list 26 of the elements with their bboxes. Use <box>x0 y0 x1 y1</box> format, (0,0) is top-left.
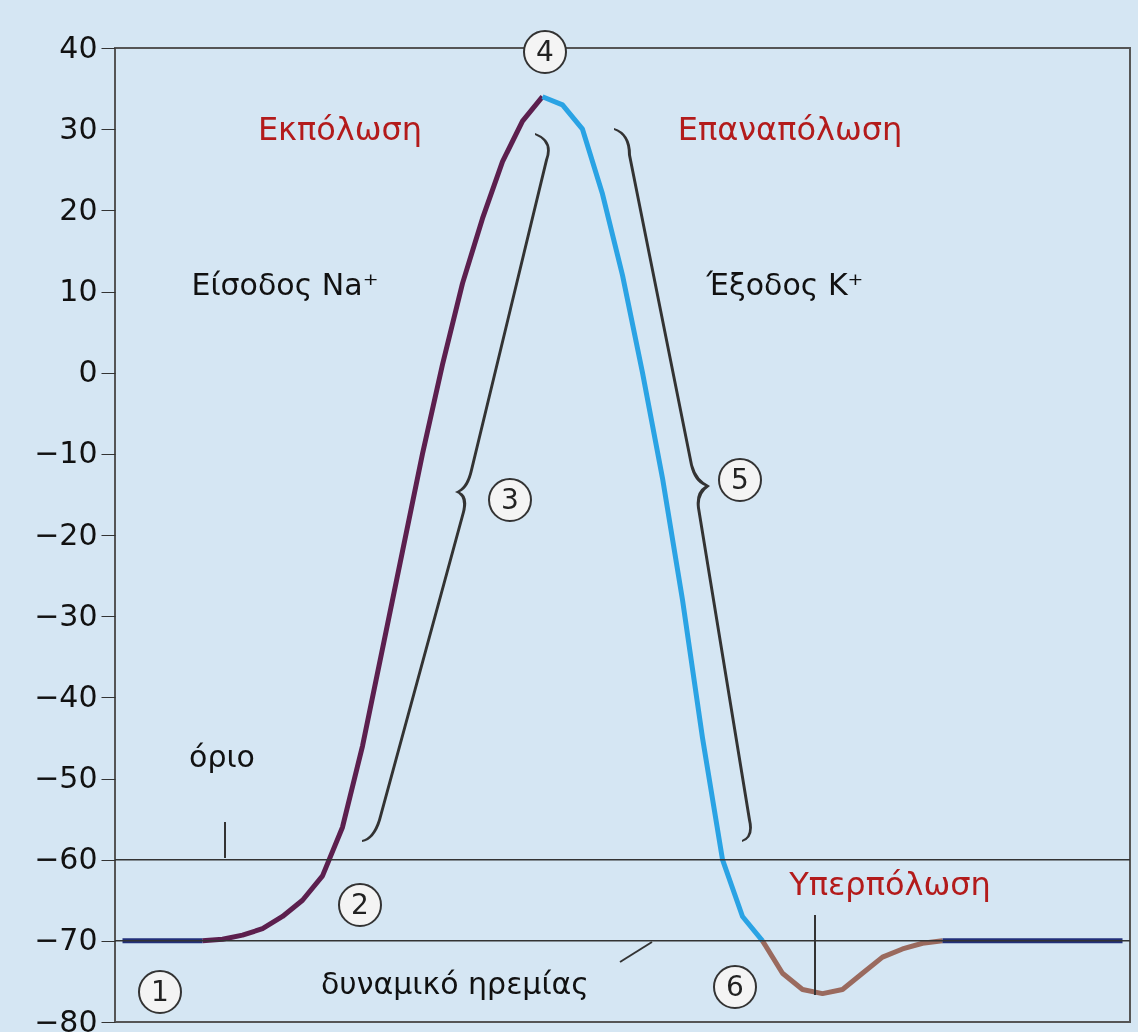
annotation: 3 <box>501 483 519 516</box>
annotation: Εκπόλωση <box>257 110 423 148</box>
annotation: 2 <box>351 888 369 921</box>
y-tick-label: 10 <box>59 273 98 308</box>
ref-line-label: δυναμικό ηρεμίας <box>321 965 589 1001</box>
annotation: 6 <box>726 970 744 1003</box>
annotation: Είσοδος Na⁺ <box>191 266 379 302</box>
annotation: Έξοδος K⁺ <box>705 266 864 302</box>
annotation: 4 <box>536 35 554 68</box>
y-tick-label: 30 <box>59 110 98 146</box>
y-tick-label: −70 <box>34 922 98 958</box>
annotation: 5 <box>731 463 749 496</box>
annotation: Υπερπόλωση <box>788 865 991 903</box>
y-tick-label: −20 <box>34 516 98 552</box>
y-tick-label: −10 <box>34 435 98 471</box>
y-tick-label: 40 <box>59 29 98 65</box>
annotation: Επαναπόλωση <box>677 110 903 148</box>
y-tick-label: −80 <box>34 1003 98 1032</box>
y-tick-label: −60 <box>34 841 98 877</box>
y-tick-label: 0 <box>78 354 98 390</box>
ref-line-label: όριο <box>189 738 255 774</box>
y-tick-label: −40 <box>34 678 98 714</box>
annotation: 1 <box>151 975 169 1008</box>
y-tick-label: −50 <box>34 760 98 795</box>
y-tick-label: −30 <box>34 597 98 633</box>
y-tick-label: 20 <box>59 191 98 227</box>
